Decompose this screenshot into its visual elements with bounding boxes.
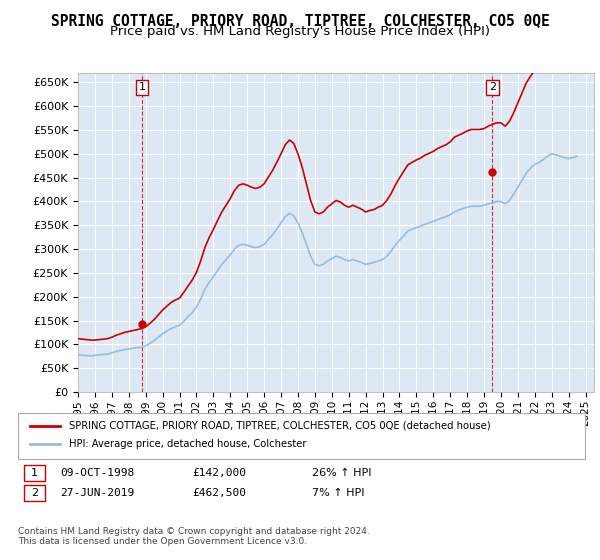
Text: 27-JUN-2019: 27-JUN-2019 bbox=[60, 488, 134, 498]
Text: 26% ↑ HPI: 26% ↑ HPI bbox=[312, 468, 371, 478]
Text: Contains HM Land Registry data © Crown copyright and database right 2024.
This d: Contains HM Land Registry data © Crown c… bbox=[18, 526, 370, 546]
Text: £462,500: £462,500 bbox=[192, 488, 246, 498]
Text: 1: 1 bbox=[31, 468, 38, 478]
Text: Price paid vs. HM Land Registry's House Price Index (HPI): Price paid vs. HM Land Registry's House … bbox=[110, 25, 490, 38]
Text: HPI: Average price, detached house, Colchester: HPI: Average price, detached house, Colc… bbox=[69, 439, 307, 449]
Text: SPRING COTTAGE, PRIORY ROAD, TIPTREE, COLCHESTER, CO5 0QE (detached house): SPRING COTTAGE, PRIORY ROAD, TIPTREE, CO… bbox=[69, 421, 491, 431]
Text: 2: 2 bbox=[31, 488, 38, 498]
Text: 7% ↑ HPI: 7% ↑ HPI bbox=[312, 488, 365, 498]
Text: 09-OCT-1998: 09-OCT-1998 bbox=[60, 468, 134, 478]
Text: 1: 1 bbox=[139, 82, 145, 92]
Text: SPRING COTTAGE, PRIORY ROAD, TIPTREE, COLCHESTER, CO5 0QE: SPRING COTTAGE, PRIORY ROAD, TIPTREE, CO… bbox=[50, 14, 550, 29]
Text: 2: 2 bbox=[489, 82, 496, 92]
Text: £142,000: £142,000 bbox=[192, 468, 246, 478]
